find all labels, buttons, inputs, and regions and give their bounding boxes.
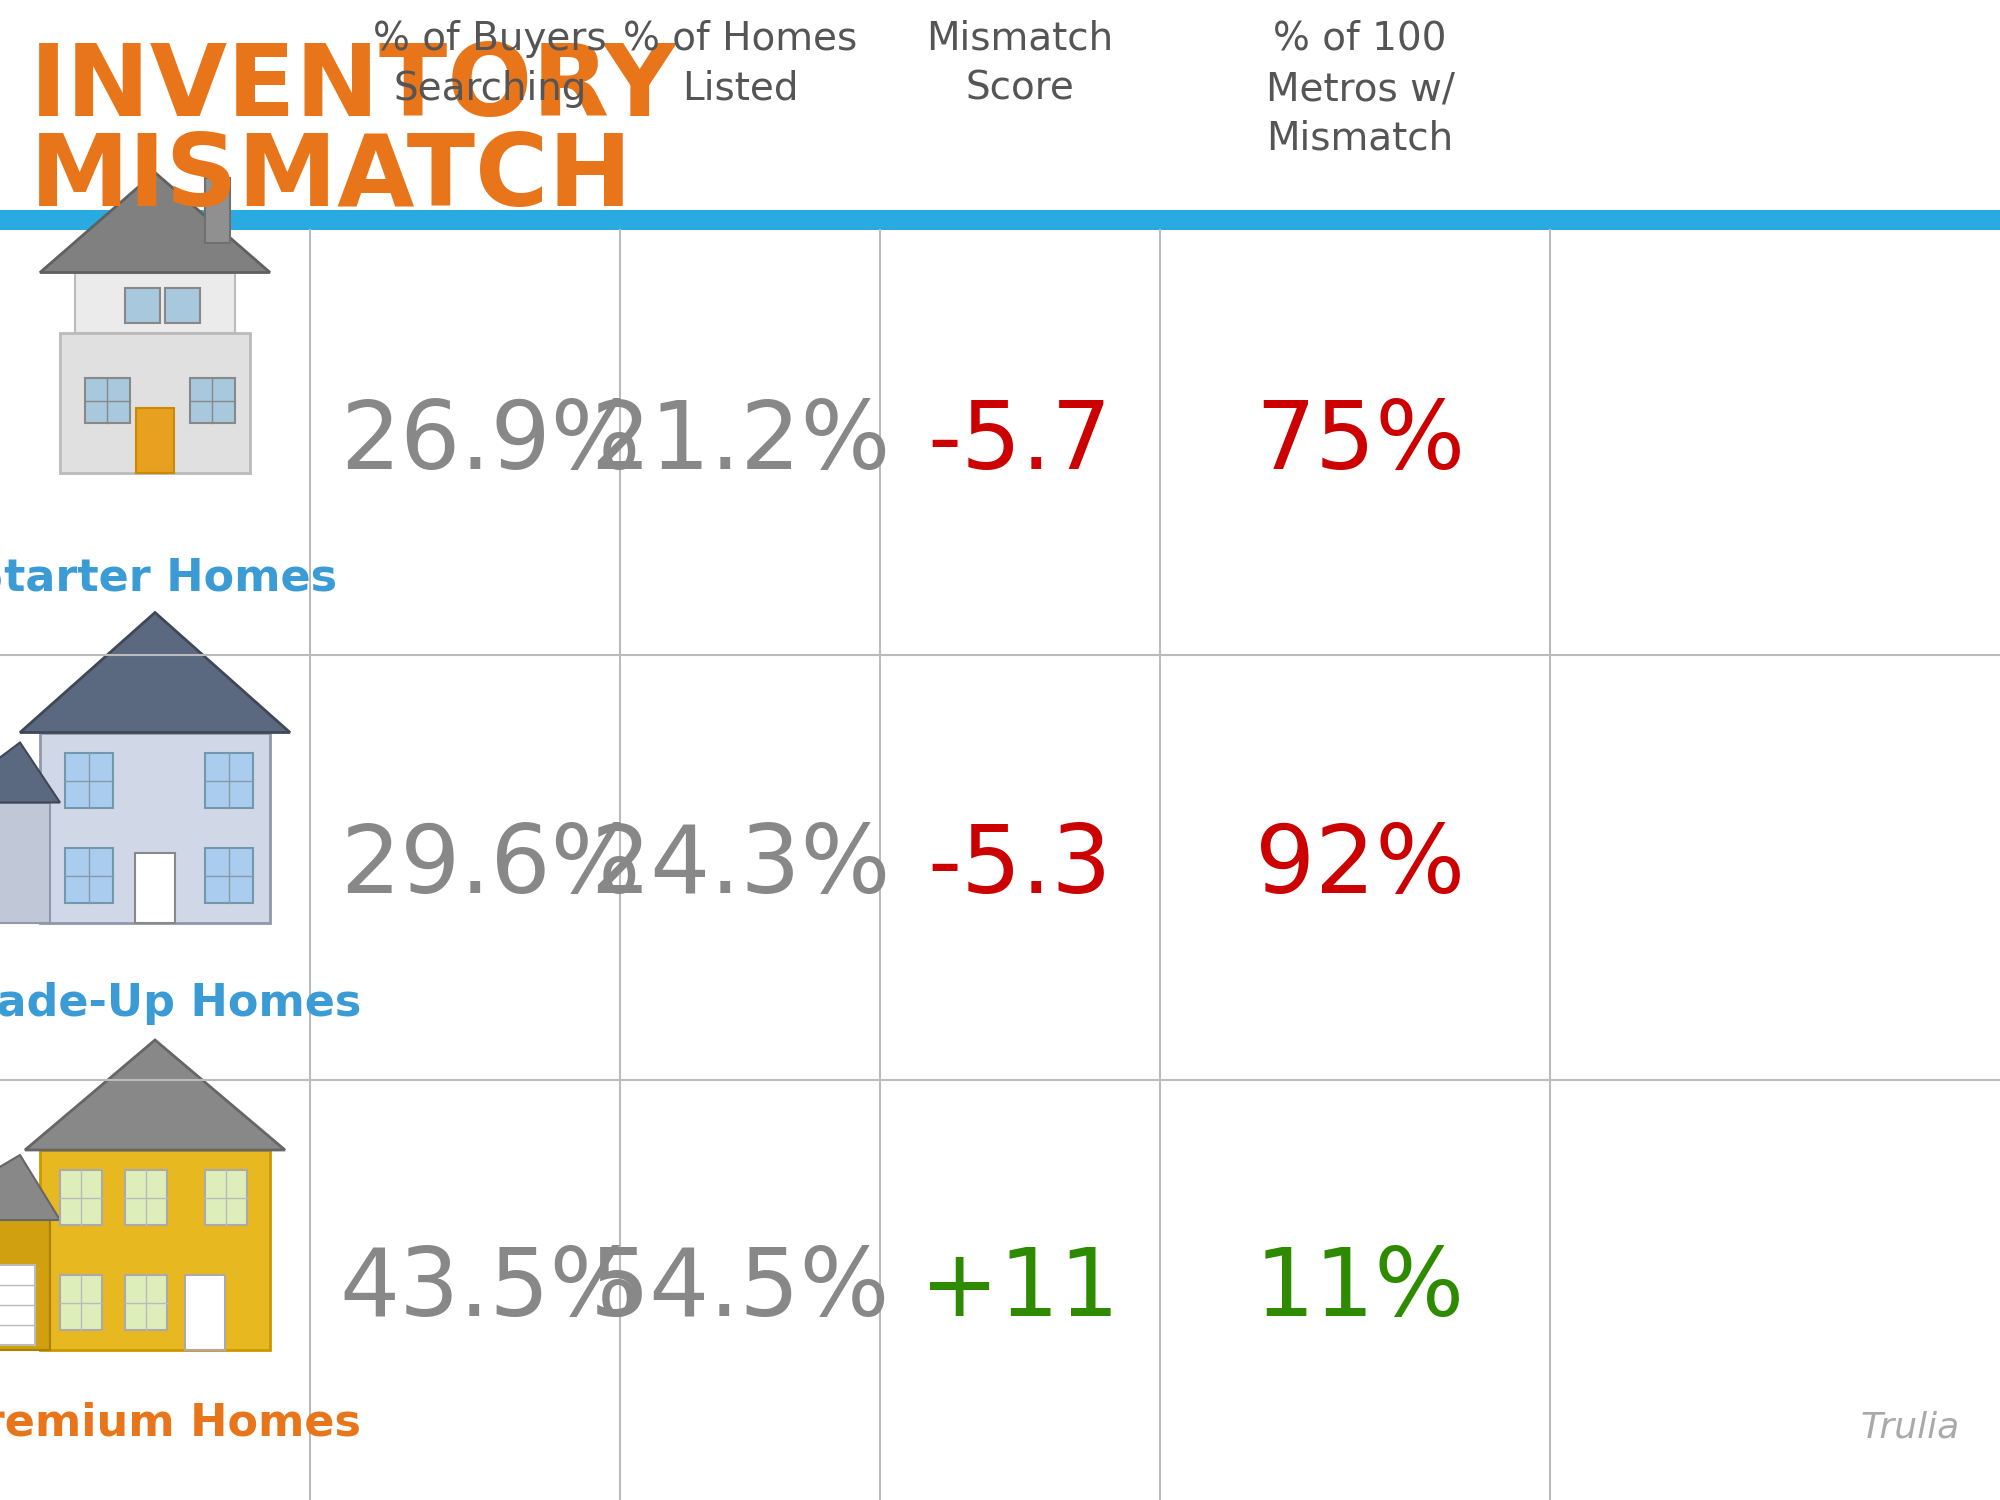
Bar (40, 732, 270, 922)
Text: Trade-Up Homes: Trade-Up Homes (0, 982, 362, 1024)
Bar (206, 847, 252, 903)
Bar (136, 852, 176, 922)
Text: 75%: 75% (1254, 396, 1466, 489)
Bar (184, 1275, 224, 1350)
Text: 43.5%: 43.5% (340, 1244, 640, 1336)
Polygon shape (0, 1155, 60, 1220)
Bar (0, 802, 50, 922)
Text: Mismatch
Score: Mismatch Score (926, 20, 1114, 108)
Text: +11: +11 (920, 1244, 1120, 1336)
Bar (0, 1220, 50, 1350)
Bar (60, 333, 250, 472)
Bar (84, 378, 130, 423)
Text: Starter Homes: Starter Homes (0, 556, 338, 600)
Bar (136, 408, 174, 472)
Text: -5.7: -5.7 (928, 396, 1112, 489)
Polygon shape (40, 172, 270, 273)
Bar (40, 1150, 270, 1350)
Polygon shape (20, 612, 290, 732)
Bar (124, 1170, 168, 1226)
Bar (60, 1275, 102, 1330)
Bar (76, 273, 236, 333)
Text: % of Homes
Listed: % of Homes Listed (622, 20, 858, 108)
Text: Premium Homes: Premium Homes (0, 1402, 360, 1444)
Bar (206, 1170, 248, 1226)
Text: 11%: 11% (1254, 1244, 1466, 1336)
Bar (190, 378, 236, 423)
Bar (124, 1275, 168, 1330)
Text: % of 100
Metros w/
Mismatch: % of 100 Metros w/ Mismatch (1266, 20, 1454, 158)
Bar (64, 847, 112, 903)
Bar (164, 288, 200, 322)
Bar (124, 288, 160, 322)
Polygon shape (0, 742, 60, 802)
Text: INVENTORY: INVENTORY (30, 40, 676, 136)
Bar (0, 1264, 36, 1346)
Bar (64, 753, 112, 807)
Bar (206, 177, 230, 243)
Text: % of Buyers
Searching: % of Buyers Searching (374, 20, 606, 108)
Text: MISMATCH: MISMATCH (30, 130, 632, 226)
Bar (60, 1170, 102, 1226)
Text: 21.2%: 21.2% (590, 396, 890, 489)
Text: 92%: 92% (1254, 822, 1466, 914)
Bar (206, 753, 252, 807)
Text: 54.5%: 54.5% (590, 1244, 890, 1336)
Bar (0, 210, 2000, 230)
Text: 29.6%: 29.6% (340, 822, 640, 914)
Text: 26.9%: 26.9% (340, 396, 640, 489)
Text: Trulia: Trulia (1860, 1412, 1960, 1444)
Text: 24.3%: 24.3% (590, 822, 890, 914)
Polygon shape (24, 1040, 286, 1150)
Text: -5.3: -5.3 (928, 822, 1112, 914)
